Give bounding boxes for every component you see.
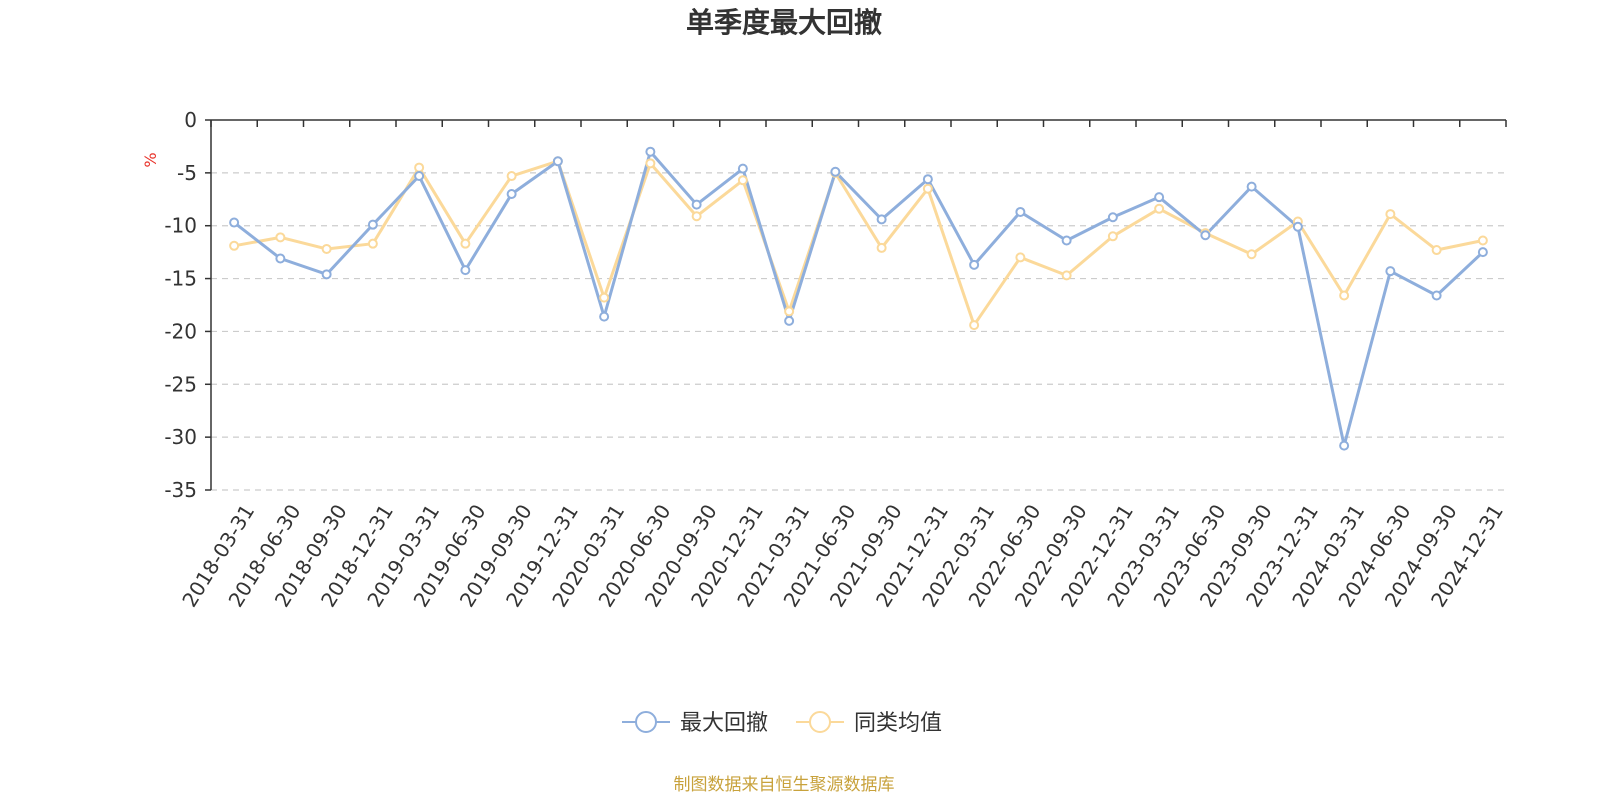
data-point-max-drawdown[interactable] [367,219,378,230]
data-point-peer-average[interactable] [1107,231,1118,242]
data-point-max-drawdown[interactable] [737,163,748,174]
legend-item-peer-average[interactable]: 同类均值 [796,711,942,736]
data-point-peer-average[interactable] [1477,235,1488,246]
grid-lines [211,172,1506,491]
legend-label: 最大回撤 [680,711,768,736]
legend-label: 同类均值 [854,711,942,736]
data-point-peer-average[interactable] [599,292,610,303]
data-point-peer-average[interactable] [784,306,795,317]
data-point-peer-average[interactable] [876,242,887,253]
data-point-peer-average[interactable] [1339,290,1350,301]
data-point-peer-average[interactable] [691,211,702,222]
data-point-peer-average[interactable] [645,158,656,169]
data-point-max-drawdown[interactable] [1339,440,1350,451]
data-point-peer-average[interactable] [1015,252,1026,263]
data-point-max-drawdown[interactable] [1431,290,1442,301]
legend-item-max-drawdown[interactable]: 最大回撤 [622,711,768,736]
data-point-peer-average[interactable] [922,183,933,194]
data-point-max-drawdown[interactable] [1246,181,1257,192]
data-point-peer-average[interactable] [737,175,748,186]
data-point-max-drawdown[interactable] [414,171,425,182]
data-point-max-drawdown[interactable] [691,199,702,210]
data-point-peer-average[interactable] [1385,209,1396,220]
y-tick-label: -30 [164,425,197,449]
data-point-max-drawdown[interactable] [599,311,610,322]
data-point-max-drawdown[interactable] [1477,247,1488,258]
y-tick-label: -5 [177,161,197,185]
data-point-max-drawdown[interactable] [1154,192,1165,203]
data-point-max-drawdown[interactable] [922,174,933,185]
y-tick-labels: 0 -5 -10 -15 -20 -25 -30 -35 [164,108,197,502]
data-point-peer-average[interactable] [414,162,425,173]
data-point-peer-average[interactable] [1246,249,1257,260]
legend[interactable]: 最大回撤 同类均值 [622,711,942,736]
y-axis-unit: % [141,152,160,167]
series-line-peer-average [233,159,1484,327]
data-point-max-drawdown[interactable] [1015,206,1026,217]
data-point-peer-average[interactable] [1431,245,1442,256]
data-point-max-drawdown[interactable] [321,269,332,280]
y-tick-label: -20 [164,319,197,343]
legend-marker [809,711,831,733]
data-point-max-drawdown[interactable] [876,214,887,225]
y-tick-label: -25 [164,372,197,396]
y-tick-label: 0 [184,108,197,132]
data-point-max-drawdown[interactable] [969,259,980,270]
data-point-peer-average[interactable] [367,238,378,249]
series-line-max-drawdown [233,150,1484,448]
data-point-max-drawdown[interactable] [784,315,795,326]
data-point-max-drawdown[interactable] [1292,221,1303,232]
x-tick-labels: 2018-03-312018-06-302018-09-302018-12-31… [177,500,1508,611]
legend-marker [635,711,657,733]
data-point-max-drawdown[interactable] [275,253,286,264]
data-point-peer-average[interactable] [321,243,332,254]
series-group [229,146,1488,451]
data-point-max-drawdown[interactable] [1385,266,1396,277]
data-point-max-drawdown[interactable] [830,166,841,177]
source-note: 制图数据来自恒生聚源数据库 [674,775,895,795]
y-tick-label: -15 [164,267,197,291]
data-point-peer-average[interactable] [969,320,980,331]
data-point-peer-average[interactable] [1061,270,1072,281]
data-point-max-drawdown[interactable] [645,146,656,157]
chart-title: 单季度最大回撤 [686,6,882,39]
data-point-max-drawdown[interactable] [1061,235,1072,246]
y-tick-label: -10 [164,214,197,238]
data-point-peer-average[interactable] [275,232,286,243]
data-point-max-drawdown[interactable] [1200,230,1211,241]
data-point-peer-average[interactable] [229,240,240,251]
data-point-max-drawdown[interactable] [506,189,517,199]
data-point-peer-average[interactable] [506,171,517,182]
data-point-peer-average[interactable] [460,238,471,249]
data-point-max-drawdown[interactable] [1107,212,1118,223]
data-point-max-drawdown[interactable] [552,156,563,167]
data-point-max-drawdown[interactable] [229,217,240,228]
data-point-peer-average[interactable] [1154,203,1165,214]
y-tick-label: -35 [164,478,197,502]
data-point-max-drawdown[interactable] [460,265,471,276]
axes [205,119,1507,491]
